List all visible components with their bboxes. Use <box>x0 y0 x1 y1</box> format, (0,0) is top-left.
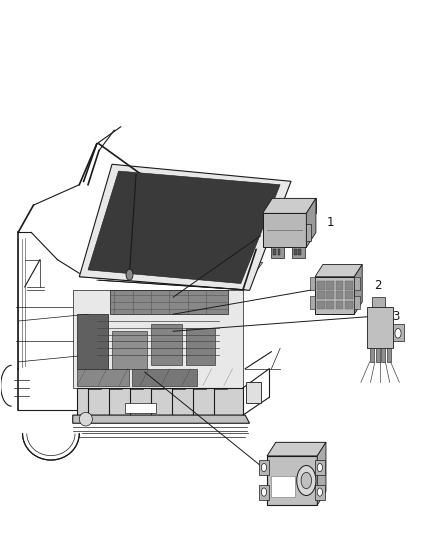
Bar <box>336 281 343 289</box>
Bar <box>132 369 197 386</box>
Bar <box>278 249 280 255</box>
Bar <box>259 484 269 499</box>
Polygon shape <box>110 290 228 314</box>
Bar <box>326 291 334 299</box>
Bar <box>345 301 353 309</box>
Text: 3: 3 <box>392 310 399 323</box>
Bar <box>336 291 343 299</box>
Bar <box>310 296 315 309</box>
Bar <box>292 247 304 257</box>
Ellipse shape <box>79 413 92 426</box>
Polygon shape <box>79 249 263 289</box>
Polygon shape <box>77 388 243 415</box>
Polygon shape <box>88 171 280 284</box>
Circle shape <box>126 269 133 280</box>
Polygon shape <box>79 164 291 290</box>
Bar <box>376 348 380 362</box>
Circle shape <box>395 328 401 338</box>
Polygon shape <box>263 213 306 247</box>
Polygon shape <box>73 289 243 388</box>
Bar <box>326 281 334 289</box>
Bar <box>326 301 334 309</box>
Bar <box>354 277 360 289</box>
Polygon shape <box>354 264 362 314</box>
Text: 4: 4 <box>300 483 308 497</box>
Bar <box>387 348 391 362</box>
Bar <box>306 223 311 240</box>
Bar <box>112 331 147 369</box>
Bar <box>345 281 353 289</box>
Circle shape <box>261 464 267 472</box>
Polygon shape <box>267 456 317 505</box>
Bar <box>294 249 297 255</box>
Text: 2: 2 <box>374 279 382 292</box>
Circle shape <box>301 472 311 489</box>
Bar <box>151 325 182 365</box>
Polygon shape <box>77 314 108 369</box>
Bar <box>259 460 269 475</box>
Bar <box>372 297 385 308</box>
Polygon shape <box>73 415 250 423</box>
Bar <box>317 301 325 309</box>
Bar <box>310 277 315 289</box>
Bar <box>246 382 261 403</box>
Polygon shape <box>393 325 404 342</box>
Polygon shape <box>317 442 326 505</box>
Polygon shape <box>272 198 316 213</box>
Bar <box>125 403 155 413</box>
Polygon shape <box>367 308 393 348</box>
Bar <box>317 291 325 299</box>
Polygon shape <box>263 198 316 213</box>
Text: 1: 1 <box>327 216 334 229</box>
Circle shape <box>317 464 322 472</box>
Bar <box>370 348 374 362</box>
Bar <box>273 249 276 255</box>
Bar <box>315 460 325 475</box>
Polygon shape <box>315 277 354 314</box>
Bar <box>272 477 295 497</box>
Bar <box>298 249 301 255</box>
Bar <box>186 328 215 365</box>
Circle shape <box>317 488 322 496</box>
Bar <box>272 247 284 257</box>
Bar <box>354 296 360 309</box>
Polygon shape <box>267 442 326 456</box>
Bar <box>345 291 353 299</box>
Bar <box>336 301 343 309</box>
Polygon shape <box>306 198 316 247</box>
Bar <box>77 369 130 386</box>
Bar <box>315 484 325 499</box>
Bar <box>317 281 325 289</box>
Circle shape <box>261 488 267 496</box>
Polygon shape <box>315 264 362 277</box>
Bar <box>381 348 385 362</box>
Circle shape <box>297 465 316 496</box>
